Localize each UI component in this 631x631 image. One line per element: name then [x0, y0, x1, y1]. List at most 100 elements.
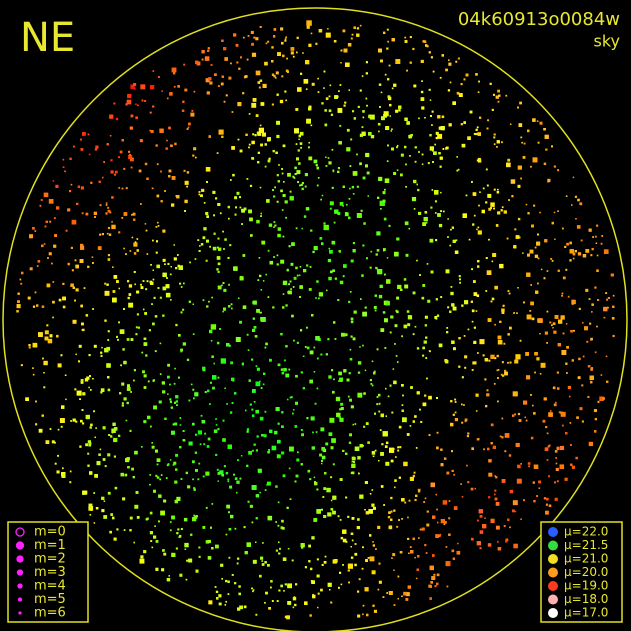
source-dot	[32, 305, 36, 308]
source-dot	[350, 532, 354, 535]
source-dot	[440, 210, 443, 213]
source-dot	[98, 453, 101, 456]
source-dot	[535, 290, 539, 294]
source-dot	[490, 354, 495, 359]
source-dot	[245, 133, 248, 136]
source-dot	[351, 517, 355, 520]
source-dot	[452, 557, 455, 560]
source-dot	[477, 230, 482, 235]
source-dot	[224, 238, 227, 241]
source-dot	[192, 478, 194, 481]
source-dot	[352, 171, 358, 176]
source-dot	[324, 123, 328, 127]
source-dot	[555, 457, 557, 459]
source-dot	[153, 405, 157, 410]
source-dot	[416, 259, 418, 262]
source-dot	[239, 149, 243, 153]
mu-label: μ=22.0	[564, 525, 608, 539]
source-dot	[192, 517, 197, 522]
source-dot	[546, 497, 549, 501]
source-dot	[356, 185, 359, 188]
source-dot	[429, 565, 434, 571]
source-dot	[454, 418, 458, 422]
source-dot	[103, 500, 106, 502]
source-dot	[359, 133, 363, 137]
source-dot	[252, 449, 254, 452]
source-dot	[286, 269, 289, 272]
source-dot	[359, 162, 362, 166]
source-dot	[216, 246, 219, 249]
source-dot	[506, 237, 509, 240]
source-dot	[333, 221, 336, 224]
source-dot	[300, 329, 303, 332]
source-dot	[130, 166, 133, 169]
source-dot	[80, 243, 84, 248]
source-dot	[93, 344, 97, 348]
source-dot	[47, 338, 53, 344]
source-dot	[331, 240, 336, 245]
source-dot	[350, 320, 354, 324]
source-dot	[54, 234, 57, 237]
source-dot	[546, 459, 549, 461]
source-dot	[28, 344, 31, 347]
source-dot	[512, 500, 518, 506]
source-dot	[198, 546, 201, 549]
source-dot	[296, 170, 301, 175]
source-dot	[106, 346, 111, 351]
source-dot	[514, 228, 517, 231]
source-dot	[553, 403, 557, 407]
source-dot	[447, 306, 450, 309]
source-dot	[501, 206, 504, 209]
source-dot	[570, 330, 573, 333]
source-dot	[161, 381, 165, 385]
source-dot	[278, 164, 280, 166]
source-dot	[230, 361, 234, 365]
source-dot	[332, 463, 335, 466]
source-dot	[575, 456, 578, 460]
source-dot	[287, 601, 292, 605]
source-dot	[347, 563, 353, 569]
source-dot	[90, 181, 93, 184]
source-dot	[175, 547, 178, 550]
source-dot	[114, 173, 116, 176]
source-dot	[453, 506, 458, 510]
source-dot	[489, 82, 492, 85]
source-dot	[199, 443, 202, 445]
source-dot	[382, 199, 386, 203]
source-dot	[361, 75, 364, 77]
source-dot	[129, 516, 133, 520]
source-dot	[252, 328, 256, 332]
source-dot	[251, 140, 255, 145]
source-dot	[226, 403, 228, 405]
source-dot	[447, 89, 451, 92]
source-dot	[203, 443, 206, 446]
source-dot	[280, 584, 283, 588]
source-dot	[317, 592, 320, 595]
source-dot	[160, 510, 165, 516]
source-dot	[357, 590, 360, 593]
source-dot	[100, 351, 103, 354]
source-dot	[316, 558, 319, 561]
source-dot	[548, 412, 553, 417]
source-dot	[345, 540, 348, 543]
source-dot	[234, 213, 237, 216]
source-dot	[451, 303, 455, 307]
source-dot	[123, 397, 127, 401]
source-dot	[295, 108, 299, 111]
source-dot	[35, 400, 37, 403]
source-dot	[305, 88, 308, 90]
source-dot	[438, 152, 441, 155]
source-dot	[551, 260, 554, 262]
source-dot	[283, 181, 285, 183]
source-dot	[433, 151, 437, 155]
source-dot	[234, 582, 237, 585]
source-dot	[109, 135, 112, 137]
source-dot	[209, 245, 211, 248]
source-dot	[325, 32, 331, 38]
source-dot	[269, 260, 274, 265]
source-dot	[75, 420, 78, 423]
source-dot	[429, 238, 434, 243]
source-dot	[72, 319, 77, 324]
source-dot	[151, 303, 153, 305]
source-dot	[548, 444, 551, 447]
